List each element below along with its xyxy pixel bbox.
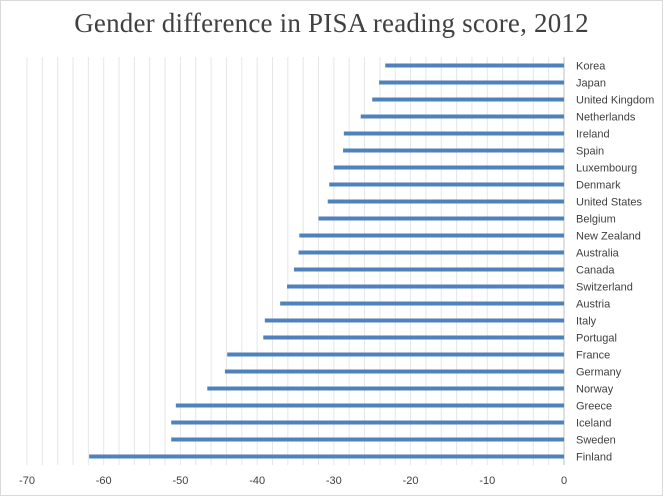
category-label: Greece [576, 401, 612, 413]
bar [293, 267, 564, 272]
bar [287, 284, 564, 289]
bar [343, 148, 564, 153]
category-label: Ireland [576, 129, 610, 141]
chart-title: Gender difference in PISA reading score,… [74, 8, 589, 38]
category-label: Switzerland [576, 282, 633, 294]
category-label: Australia [576, 248, 620, 260]
bar [318, 216, 564, 221]
category-label: United Kingdom [576, 95, 654, 107]
category-label: Belgium [576, 214, 616, 226]
bar [343, 131, 564, 136]
bar [385, 63, 564, 68]
category-label: Netherlands [576, 112, 636, 124]
bars [89, 63, 565, 459]
bar [89, 454, 564, 459]
category-label: Germany [576, 367, 622, 379]
x-tick-labels: -70 -60 -50 -40 -30 -20 -10 0 [19, 475, 567, 487]
bar [207, 386, 564, 391]
x-tick-label: -30 [326, 475, 342, 487]
bar [264, 318, 564, 323]
bar [379, 80, 564, 85]
bar [360, 114, 564, 119]
bar [299, 233, 564, 238]
x-tick-label: -20 [403, 475, 419, 487]
category-label: Luxembourg [576, 163, 637, 175]
bar [298, 250, 564, 255]
category-label: Portugal [576, 333, 617, 345]
category-label: Iceland [576, 418, 611, 430]
gridlines [26, 57, 565, 465]
bar [372, 97, 564, 102]
category-label: Sweden [576, 435, 616, 447]
x-tick-label: -40 [249, 475, 265, 487]
category-label: Korea [576, 61, 606, 73]
category-label: Canada [576, 265, 615, 277]
bar [333, 165, 564, 170]
category-label: United States [576, 197, 643, 209]
category-labels: Korea Japan United Kingdom Netherlands Irela… [576, 61, 654, 464]
x-tick-label: -60 [96, 475, 112, 487]
bar [263, 335, 564, 340]
category-label: Italy [576, 316, 597, 328]
category-label: Japan [576, 78, 606, 90]
category-label: Spain [576, 146, 604, 158]
x-tick-label: -70 [19, 475, 35, 487]
bar [175, 403, 564, 408]
bar [280, 301, 564, 306]
bar [224, 369, 564, 374]
bar [329, 182, 564, 187]
category-label: Denmark [576, 180, 621, 192]
category-label: New Zealand [576, 231, 641, 243]
category-label: Norway [576, 384, 614, 396]
category-label: Finland [576, 452, 612, 464]
category-label: Austria [576, 299, 611, 311]
bar [171, 437, 565, 442]
bar [171, 420, 565, 425]
category-label: France [576, 350, 610, 362]
x-tick-label: -50 [172, 475, 188, 487]
x-tick-label: -10 [479, 475, 495, 487]
x-tick-label: 0 [561, 475, 567, 487]
bar [227, 352, 564, 357]
bar [327, 199, 564, 204]
